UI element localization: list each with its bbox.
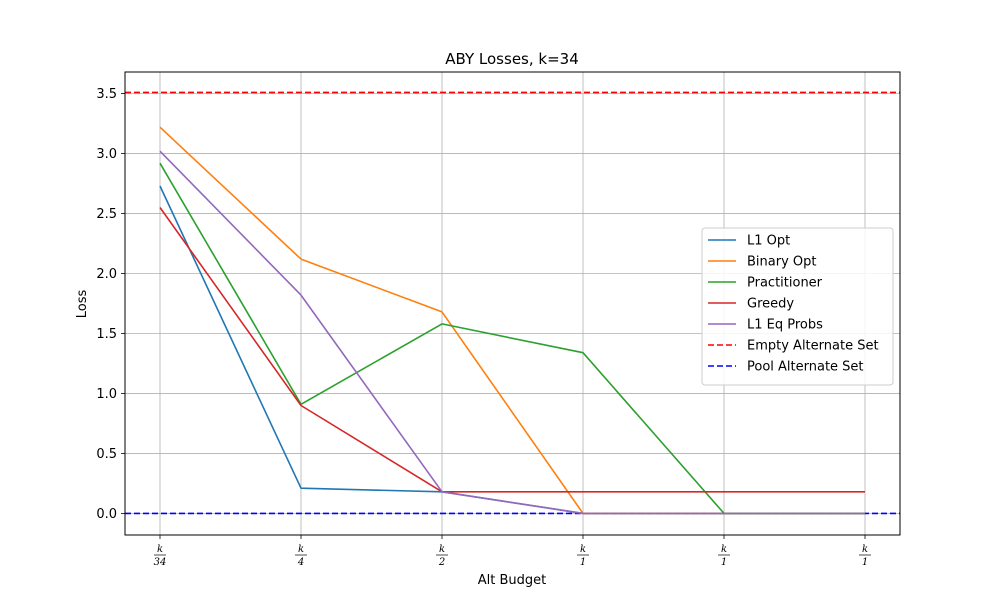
x-axis-label: Alt Budget <box>478 573 547 588</box>
x-tick-label-denominator: 4 <box>297 557 304 568</box>
legend-label: Pool Alternate Set <box>747 360 864 375</box>
x-tick-label-denominator: 1 <box>721 557 727 568</box>
y-tick-label: 3.5 <box>96 87 117 102</box>
x-tick-label-denominator: 1 <box>862 557 868 568</box>
ticks: k 34 k 4 k 2 k 1 k 1 k 1 0.0 0.5 1.0 1.5 2.0 2.5 3.0 3.5 <box>96 87 871 568</box>
legend-label: Practitioner <box>747 276 823 291</box>
x-tick-label-denominator: 34 <box>154 557 167 568</box>
x-tick-label-numerator: k <box>157 544 163 555</box>
plot-frame <box>124 71 901 536</box>
x-tick-label-numerator: k <box>580 544 586 555</box>
series-line <box>159 207 865 493</box>
y-tick-label: 2.5 <box>96 207 117 222</box>
legend-label: Greedy <box>747 297 794 312</box>
y-axis-label: Loss <box>75 290 90 319</box>
y-tick-label: 1.0 <box>96 387 117 402</box>
legend-label: Binary Opt <box>747 255 817 270</box>
chart-title: ABY Losses, k=34 <box>445 50 578 68</box>
x-tick-label-numerator: k <box>721 544 727 555</box>
legend-label: Empty Alternate Set <box>747 339 879 354</box>
y-tick-label: 3.0 <box>96 147 117 162</box>
series-line <box>159 150 865 515</box>
y-tick-label: 0.0 <box>96 507 117 522</box>
y-tick-label: 1.5 <box>96 327 117 342</box>
series-lines <box>159 126 865 515</box>
x-tick-label-numerator: k <box>862 544 868 555</box>
y-tick-label: 0.5 <box>96 447 117 462</box>
legend: L1 Opt Binary Opt Practitioner Greedy L1 Eq … <box>701 227 894 386</box>
legend-label: L1 Opt <box>747 234 790 249</box>
reference-lines <box>125 91 900 515</box>
x-tick-label-denominator: 1 <box>580 557 586 568</box>
y-tick-label: 2.0 <box>96 267 117 282</box>
x-tick-label-denominator: 2 <box>438 557 445 568</box>
x-tick-label-numerator: k <box>439 544 445 555</box>
x-tick-label-numerator: k <box>298 544 304 555</box>
legend-label: L1 Eq Probs <box>747 318 823 333</box>
legend-box <box>701 227 894 386</box>
